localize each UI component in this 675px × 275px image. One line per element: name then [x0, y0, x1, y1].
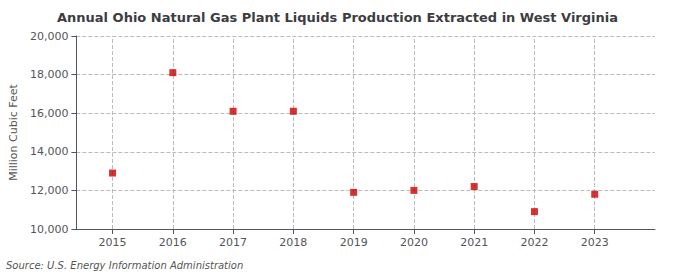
- svg-text:18,000: 18,000: [30, 68, 69, 81]
- svg-text:Source: U.S. Energy Informatio: Source: U.S. Energy Information Administ…: [6, 260, 243, 271]
- svg-text:12,000: 12,000: [30, 184, 69, 197]
- svg-text:14,000: 14,000: [30, 145, 69, 158]
- svg-text:10,000: 10,000: [30, 223, 69, 236]
- svg-text:2016: 2016: [159, 236, 187, 249]
- svg-text:2020: 2020: [400, 236, 428, 249]
- svg-text:20,000: 20,000: [30, 30, 69, 43]
- svg-text:16,000: 16,000: [30, 107, 69, 120]
- svg-text:2019: 2019: [340, 236, 368, 249]
- svg-text:2015: 2015: [99, 236, 127, 249]
- svg-text:2017: 2017: [219, 236, 247, 249]
- svg-text:Annual Ohio Natural Gas Plant: Annual Ohio Natural Gas Plant Liquids Pr…: [57, 10, 618, 25]
- svg-text:2021: 2021: [460, 236, 488, 249]
- svg-text:2023: 2023: [581, 236, 609, 249]
- svg-text:2022: 2022: [520, 236, 548, 249]
- svg-text:Million Cubic Feet: Million Cubic Feet: [7, 83, 20, 180]
- svg-text:2018: 2018: [279, 236, 307, 249]
